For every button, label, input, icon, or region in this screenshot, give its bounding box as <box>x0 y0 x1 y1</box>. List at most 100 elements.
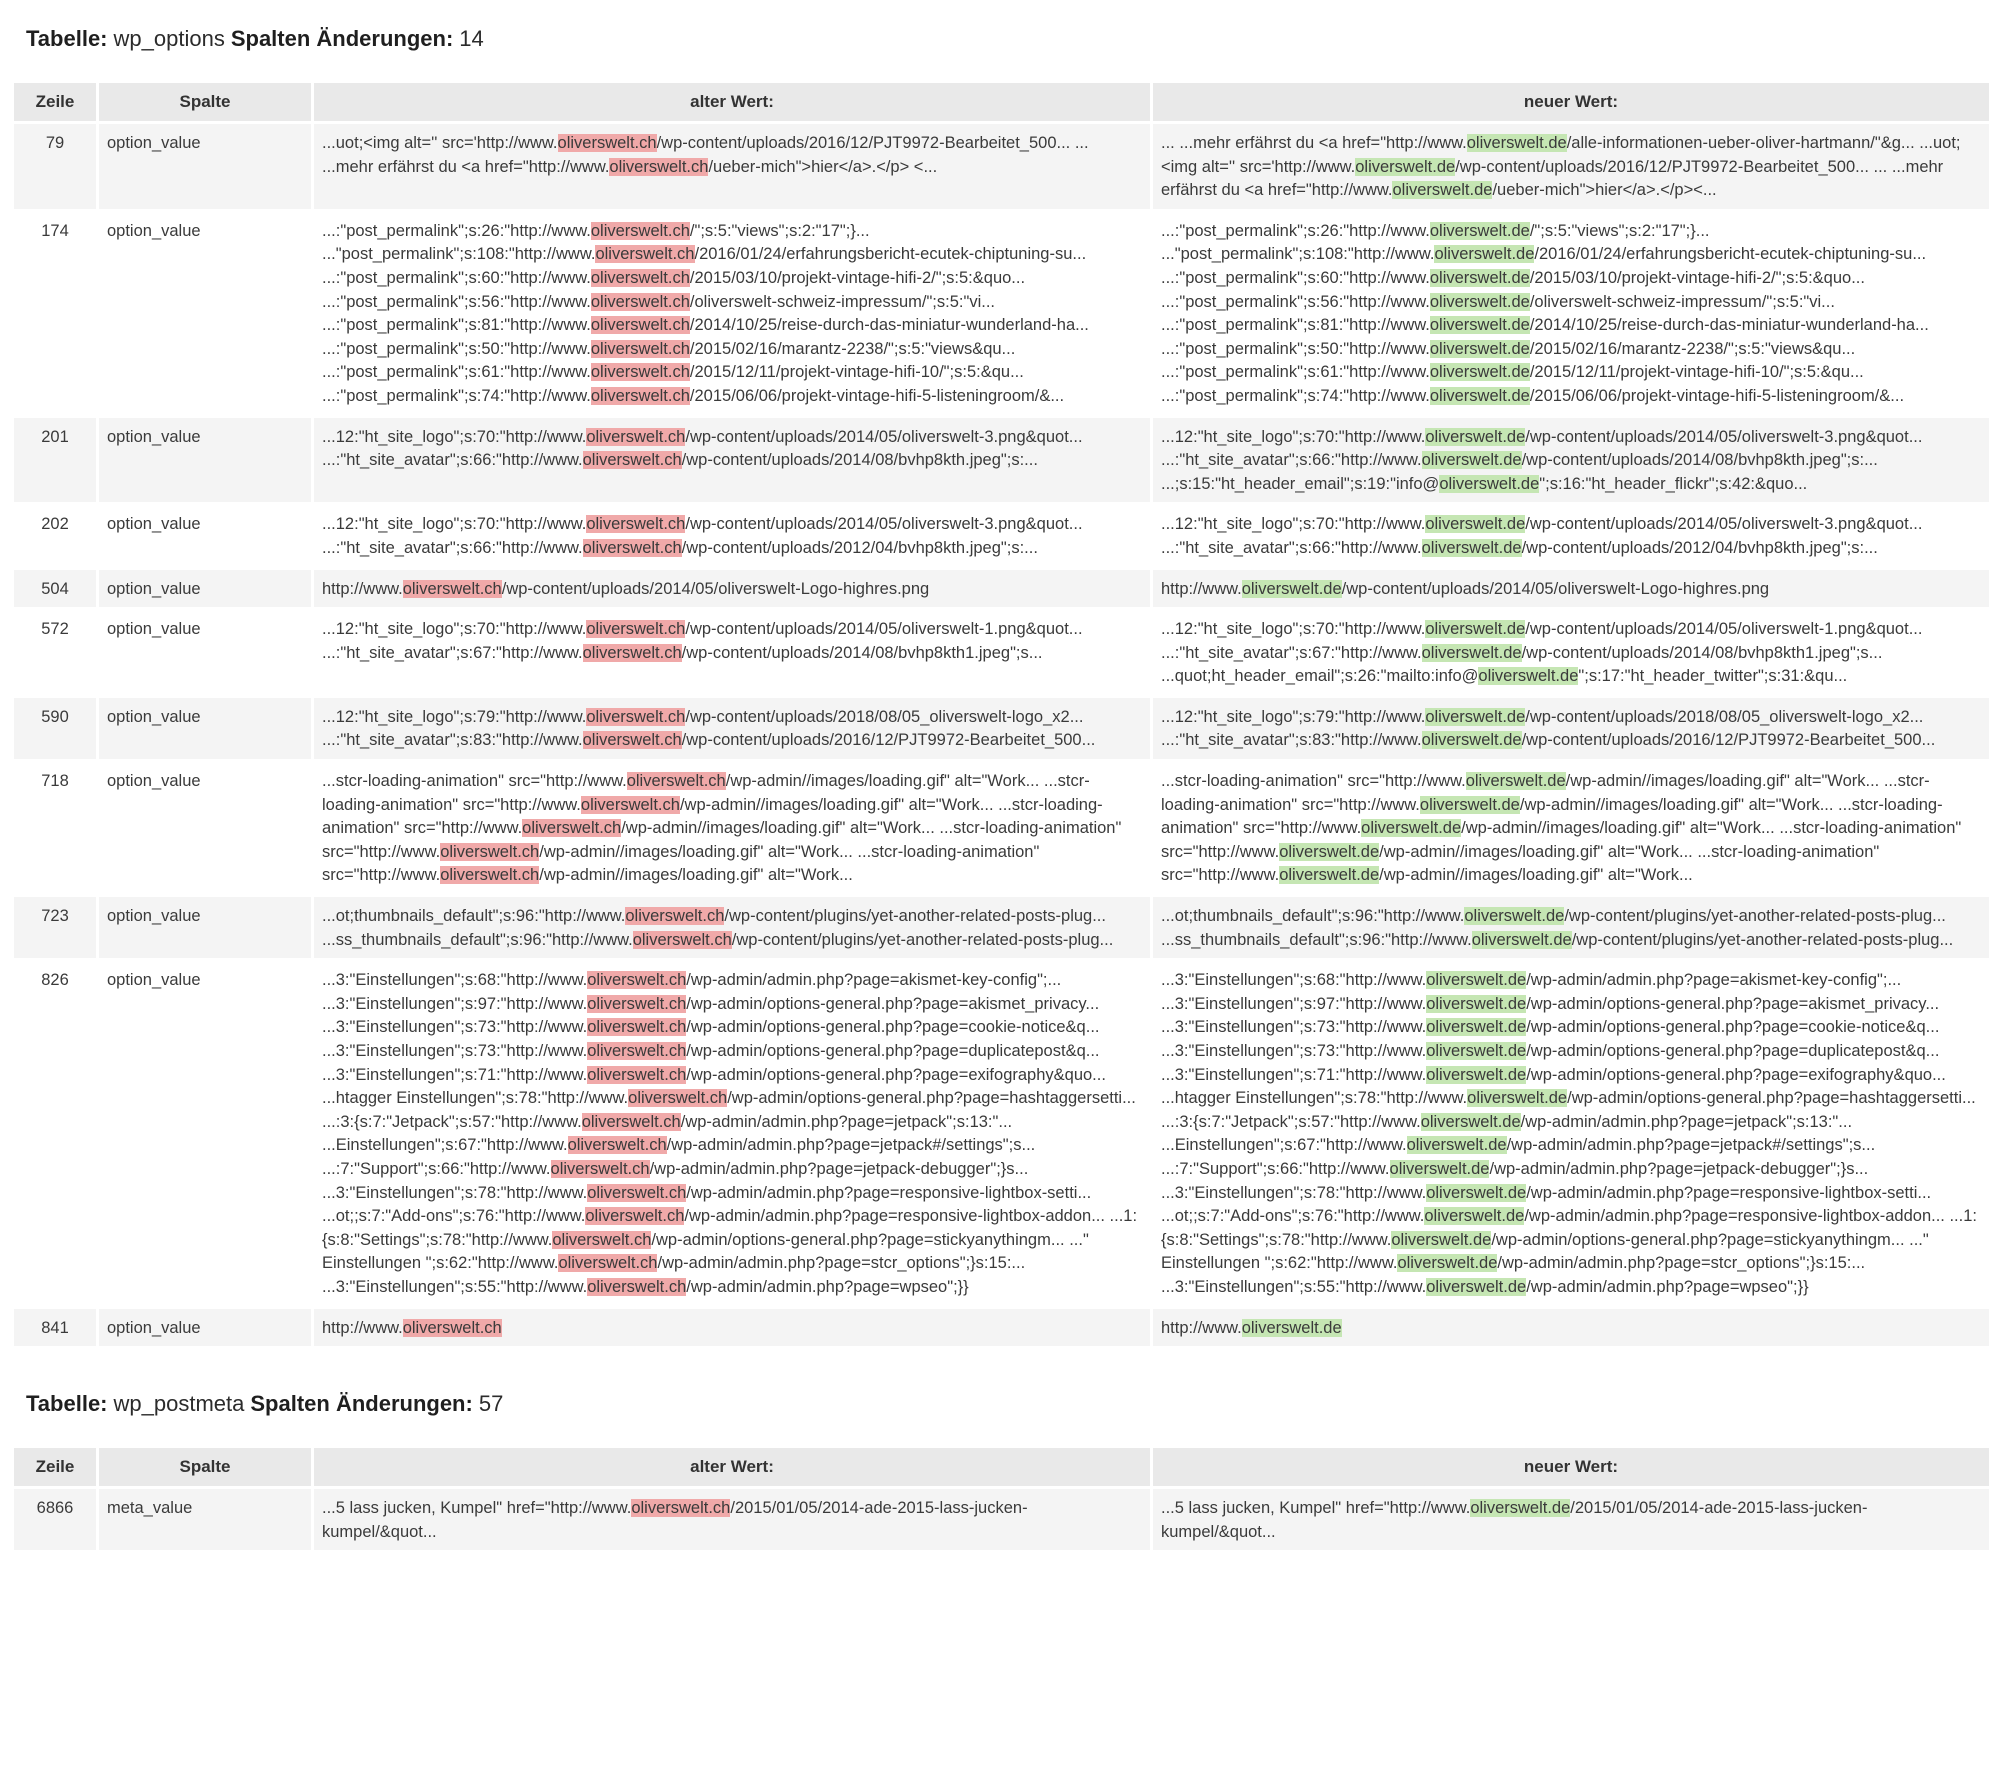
value-text: /wp-admin/options-general.php?page=exifo… <box>322 1065 1106 1108</box>
added-domain-highlight: oliverswelt.de <box>1241 579 1342 598</box>
added-domain-highlight: oliverswelt.de <box>1429 316 1530 335</box>
value-text: ...12:"ht_site_logo";s:79:"http://www. <box>322 707 587 726</box>
added-domain-highlight: oliverswelt.de <box>1406 1136 1507 1155</box>
value-text: ...12:"ht_site_logo";s:79:"http://www. <box>1161 707 1426 726</box>
value-text: /wp-admin/admin.php?page=jetpack-debugge… <box>322 1159 1029 1202</box>
column-name-cell: option_value <box>99 610 311 695</box>
column-name-cell: option_value <box>99 897 311 959</box>
value-text: /wp-admin/admin.php?page=jetpack#/settin… <box>322 1136 1036 1178</box>
added-domain-highlight: oliverswelt.de <box>1426 1183 1527 1202</box>
value-text: /wp-content/uploads/2014/05/oliverswelt-… <box>322 620 1083 662</box>
row-number-cell: 723 <box>14 897 96 959</box>
value-text: /2015/01/05/2014-ade-2015-lass-jucken-ku… <box>322 1499 1028 1541</box>
added-domain-highlight: oliverswelt.de <box>1439 474 1540 493</box>
value-text: /wp-admin/admin.php?page=jetpack";s:13:"… <box>322 1112 1013 1155</box>
table-row: 572 option_value ...12:"ht_site_logo";s:70… <box>14 610 1989 695</box>
added-domain-highlight: oliverswelt.de <box>1426 1065 1527 1084</box>
value-text: /wp-content/uploads/2014/08/bvhp8kth.jpe… <box>681 451 1038 470</box>
removed-domain-highlight: oliverswelt.ch <box>587 971 687 990</box>
value-text: /wp-admin//images/loading.gif" alt="Work… <box>1161 842 1880 885</box>
value-text: /2014/10/25/reise-durch-das-miniatur-wun… <box>322 316 1089 358</box>
added-domain-highlight: oliverswelt.de <box>1429 363 1530 382</box>
new-value-cell: ...12:"ht_site_logo";s:70:"http://www.ol… <box>1153 417 1989 503</box>
value-text: /wp-admin/options-general.php?page=akism… <box>322 994 1100 1037</box>
column-name-cell: option_value <box>99 569 311 608</box>
removed-domain-highlight: oliverswelt.ch <box>582 538 682 557</box>
value-text: /wp-content/uploads/2018/08/05_oliverswe… <box>1161 707 1924 750</box>
value-text: /wp-content/uploads/2012/04/bvhp8kth.jpe… <box>681 538 1038 557</box>
value-text: ";s:17:"ht_header_twitter";s:31:&qu... <box>1578 667 1848 686</box>
value-text: /wp-admin/admin.php?page=jetpack#/settin… <box>1161 1136 1876 1178</box>
added-domain-highlight: oliverswelt.de <box>1279 842 1380 861</box>
value-text: ...5 lass jucken, Kumpel" href="http://w… <box>1161 1499 1471 1518</box>
table-row: 504 option_value http://www.oliverswelt.ch… <box>14 569 1989 608</box>
value-text: /2014/10/25/reise-durch-das-miniatur-wun… <box>1161 316 1929 358</box>
value-text: ... ...mehr erfährst du <a href="http://… <box>1161 134 1467 152</box>
removed-domain-highlight: oliverswelt.ch <box>557 134 657 152</box>
value-text: ...12:"ht_site_logo";s:70:"http://www. <box>322 515 587 534</box>
value-text: /wp-admin//images/loading.gif" alt="Work… <box>1379 866 1693 885</box>
old-value-cell: ...stcr-loading-animation" src="http://w… <box>314 762 1150 895</box>
value-text: /";s:5:"views";s:2:"17";}... ..."post_pe… <box>1161 221 1710 264</box>
column-name-cell: option_value <box>99 505 311 567</box>
added-domain-highlight: oliverswelt.de <box>1397 1254 1498 1273</box>
added-domain-highlight: oliverswelt.de <box>1425 707 1526 726</box>
old-value-cell: http://www.oliverswelt.ch/wp-content/upl… <box>314 569 1150 608</box>
value-text: /wp-admin//images/loading.gif" alt="Work… <box>1161 795 1943 838</box>
new-value-cell: http://www.oliverswelt.de <box>1153 1308 1989 1347</box>
diff-report: Tabelle: wp_options Spalten Änderungen: 14 … <box>14 26 1989 1551</box>
value-text: /wp-admin//images/loading.gif" alt="Work… <box>322 795 1103 838</box>
row-number-cell: 718 <box>14 762 96 895</box>
added-domain-highlight: oliverswelt.de <box>1426 971 1527 990</box>
value-text: /wp-admin//images/loading.gif" alt="Work… <box>539 866 853 885</box>
value-text: /wp-content/uploads/2016/12/PJT9972-Bear… <box>1521 731 1936 750</box>
value-text: http://www. <box>1161 1318 1242 1337</box>
row-number-cell: 174 <box>14 211 96 415</box>
row-number-cell: 841 <box>14 1308 96 1347</box>
new-value-cell: http://www.oliverswelt.de/wp-content/upl… <box>1153 569 1989 608</box>
old-value-cell: ...12:"ht_site_logo";s:70:"http://www.ol… <box>314 505 1150 567</box>
value-text: /wp-admin/admin.php?page=responsive-ligh… <box>322 1183 1092 1226</box>
value-text: /wp-admin/options-general.php?page=exifo… <box>1161 1065 1946 1108</box>
removed-domain-highlight: oliverswelt.ch <box>587 994 687 1013</box>
value-text: /oliverswelt-schweiz-impressum/";s:5:"vi… <box>1161 292 1835 335</box>
removed-domain-highlight: oliverswelt.ch <box>522 819 622 838</box>
value-text: /wp-content/uploads/2018/08/05_oliverswe… <box>322 707 1084 750</box>
value-text: /wp-admin/options-general.php?page=hasht… <box>322 1089 1136 1131</box>
old-value-cell: ...5 lass jucken, Kumpel" href="http://w… <box>314 1489 1150 1551</box>
col-header-column: Spalte <box>99 83 311 121</box>
removed-domain-highlight: oliverswelt.ch <box>631 1499 731 1518</box>
value-text: /alle-informationen-ueber-oliver-hartman… <box>1161 134 1961 176</box>
table-name: wp_postmeta <box>113 1391 245 1417</box>
value-text: /oliverswelt-schweiz-impressum/";s:5:"vi… <box>322 292 996 335</box>
value-text: /wp-content/uploads/2014/08/bvhp8kth1.jp… <box>681 643 1043 662</box>
value-text: /wp-admin/options-general.php?page=hasht… <box>1161 1089 1976 1131</box>
value-text: /wp-admin/admin.php?page=stcr_options";}… <box>1161 1254 1866 1296</box>
table-row: 6866 meta_value ...5 lass jucken, Kumpel" … <box>14 1489 1989 1551</box>
removed-domain-highlight: oliverswelt.ch <box>440 866 540 885</box>
added-domain-highlight: oliverswelt.de <box>1429 268 1530 287</box>
added-domain-highlight: oliverswelt.de <box>1279 866 1380 885</box>
added-domain-highlight: oliverswelt.de <box>1429 339 1530 358</box>
row-number-cell: 826 <box>14 961 96 1306</box>
value-text: /wp-admin//images/loading.gif" alt="Work… <box>322 842 1040 885</box>
row-number-cell: 504 <box>14 569 96 608</box>
value-text: /2015/12/11/projekt-vintage-hifi-10/";s:… <box>1161 363 1864 405</box>
col-header-new-value: neuer Wert: <box>1153 1448 1989 1487</box>
added-domain-highlight: oliverswelt.de <box>1392 181 1493 200</box>
added-domain-highlight: oliverswelt.de <box>1424 1207 1525 1226</box>
table-title-wp-options: Tabelle: wp_options Spalten Änderungen: 14 <box>26 26 1986 52</box>
value-text: /2015/02/16/marantz-2238/";s:5:"views&qu… <box>1161 339 1856 382</box>
value-text: ...ot;thumbnails_default";s:96:"http://w… <box>322 907 626 926</box>
removed-domain-highlight: oliverswelt.ch <box>609 157 709 176</box>
new-value-cell: ...12:"ht_site_logo";s:79:"http://www.ol… <box>1153 697 1989 760</box>
value-text: /wp-content/uploads/2012/04/bvhp8kth.jpe… <box>1521 538 1878 557</box>
old-value-cell: ...3:"Einstellungen";s:68:"http://www.ol… <box>314 961 1150 1306</box>
value-text: /2015/01/05/2014-ade-2015-lass-jucken-ku… <box>1161 1499 1868 1541</box>
value-text: /wp-content/plugins/yet-another-related-… <box>322 907 1106 949</box>
new-value-cell: ...12:"ht_site_logo";s:70:"http://www.ol… <box>1153 505 1989 567</box>
value-text: /2015/03/10/projekt-vintage-hifi-2/";s:5… <box>1161 268 1865 311</box>
value-text: /wp-admin/admin.php?page=akismet-key-con… <box>322 971 1062 1013</box>
table-row: 174 option_value ...:"post_permalink";s:26… <box>14 211 1989 415</box>
value-text: /2015/12/11/projekt-vintage-hifi-10/";s:… <box>322 363 1024 405</box>
